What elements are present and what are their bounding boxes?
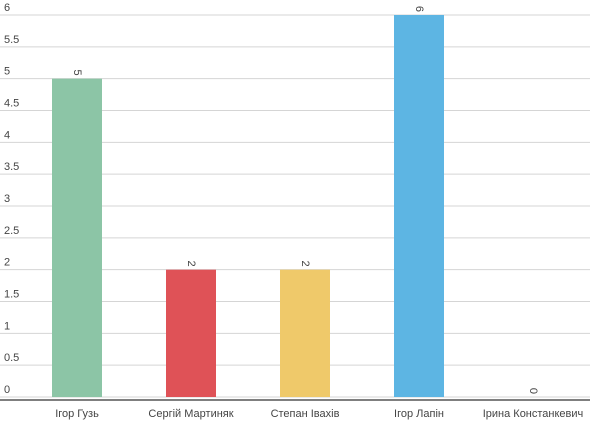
y-tick-label: 4 bbox=[4, 129, 10, 141]
y-tick-label: 1 bbox=[4, 320, 10, 332]
y-tick-label: 2 bbox=[4, 257, 10, 269]
data-label: 6 bbox=[413, 6, 425, 12]
x-tick-label: Ігор Лапін bbox=[394, 408, 444, 420]
bar bbox=[166, 269, 216, 397]
y-tick-label: 2.5 bbox=[4, 225, 19, 237]
y-tick-label: 5 bbox=[4, 66, 10, 78]
bar bbox=[394, 15, 444, 397]
y-tick-label: 3 bbox=[4, 193, 10, 205]
x-tick-label: Сергій Мартиняк bbox=[148, 408, 233, 420]
y-tick-label: 5.5 bbox=[4, 34, 19, 46]
x-tick-label: Ірина Констанкевич bbox=[483, 408, 584, 420]
y-tick-label: 0 bbox=[4, 384, 10, 396]
y-tick-label: 0.5 bbox=[4, 352, 19, 364]
y-tick-label: 6 bbox=[4, 2, 10, 14]
data-label: 2 bbox=[299, 261, 311, 267]
data-label: 2 bbox=[185, 261, 197, 267]
bar bbox=[52, 78, 102, 398]
y-tick-label: 1.5 bbox=[4, 289, 19, 301]
y-tick-label: 4.5 bbox=[4, 98, 19, 110]
data-label: 0 bbox=[527, 388, 539, 394]
x-tick-label: Степан Івахів bbox=[271, 408, 340, 420]
data-label: 5 bbox=[71, 70, 83, 76]
x-tick-label: Ігор Гузь bbox=[55, 408, 99, 420]
bar bbox=[280, 269, 330, 397]
y-tick-label: 3.5 bbox=[4, 161, 19, 173]
